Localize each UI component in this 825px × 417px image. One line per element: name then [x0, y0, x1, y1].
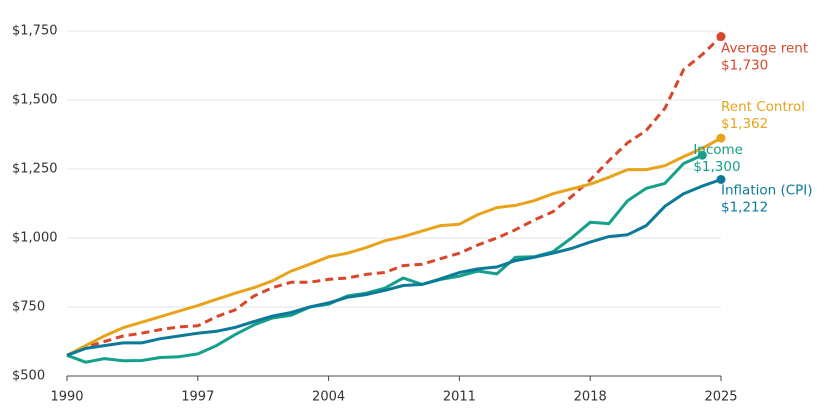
series-name-label: Inflation (CPI) — [721, 182, 813, 198]
y-tick-label: $750 — [12, 300, 45, 315]
end-point — [716, 32, 726, 42]
end-point — [716, 133, 726, 143]
end-value-label: $1,300 — [693, 159, 740, 175]
end-value-label: $1,730 — [721, 58, 768, 74]
y-tick-label: $1,000 — [12, 231, 58, 246]
series-name-label: Income — [693, 142, 743, 158]
y-tick-label: $1,500 — [12, 93, 58, 108]
series-line — [66, 35, 723, 357]
y-tick-label: $500 — [12, 369, 45, 384]
end-point — [716, 174, 726, 184]
series-line — [66, 136, 722, 357]
x-tick-label: 2011 — [443, 390, 476, 405]
x-tick-label: 2018 — [574, 390, 607, 405]
y-tick-label: $1,250 — [12, 162, 58, 177]
x-tick-label: 1997 — [181, 390, 214, 405]
series-line — [66, 178, 722, 357]
series-line — [66, 153, 703, 364]
x-tick-label: 1990 — [50, 390, 83, 405]
x-tick-label: 2004 — [312, 390, 345, 405]
end-point — [697, 150, 707, 160]
series-name-label: Average rent — [721, 41, 808, 57]
end-value-label: $1,362 — [721, 116, 768, 132]
end-value-label: $1,212 — [721, 199, 768, 215]
x-tick-label: 2025 — [704, 390, 737, 405]
y-tick-label: $1,750 — [12, 24, 58, 39]
series-name-label: Rent Control — [721, 99, 805, 115]
